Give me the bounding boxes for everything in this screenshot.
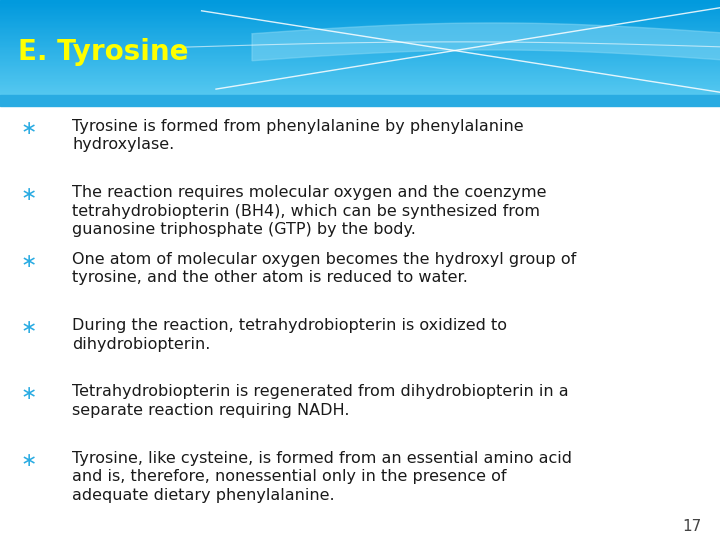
Bar [0,87,720,89]
Text: Tyrosine is formed from phenylalanine by phenylalanine
hydroxylase.: Tyrosine is formed from phenylalanine by… [72,119,523,152]
Bar [0,21,720,23]
Text: ∗: ∗ [21,384,37,403]
Bar [0,50,720,51]
Text: During the reaction, tetrahydrobiopterin is oxidized to
dihydrobiopterin.: During the reaction, tetrahydrobiopterin… [72,318,507,352]
Bar [0,18,720,19]
Bar [0,78,720,79]
Text: ∗: ∗ [21,185,37,204]
Bar [0,33,720,34]
Bar [0,26,720,27]
Text: Tyrosine, like cysteine, is formed from an essential amino acid
and is, therefor: Tyrosine, like cysteine, is formed from … [72,451,572,503]
Bar [0,4,720,5]
Text: Tetrahydrobiopterin is regenerated from dihydrobiopterin in a
separate reaction : Tetrahydrobiopterin is regenerated from … [72,384,569,418]
Bar [0,42,720,43]
Bar [0,63,720,64]
Text: The reaction requires molecular oxygen and the coenzyme
tetrahydrobiopterin (BH4: The reaction requires molecular oxygen a… [72,185,546,238]
Bar [0,10,720,11]
Bar [0,19,720,20]
Bar [0,12,720,13]
Text: ∗: ∗ [21,252,37,271]
Bar [0,14,720,15]
Bar [0,24,720,25]
Bar [0,46,720,47]
Bar [0,86,720,87]
Bar [0,55,720,56]
Bar [0,94,720,106]
Bar [0,28,720,30]
Bar [0,69,720,70]
Polygon shape [252,23,720,60]
Bar [0,52,720,53]
Bar [0,70,720,71]
Text: ∗: ∗ [21,318,37,337]
Text: ∗: ∗ [21,451,37,470]
Bar [0,84,720,85]
Bar [0,36,720,37]
Bar [0,31,720,32]
Bar [0,25,720,26]
Bar [0,93,720,94]
Bar [0,6,720,7]
Bar [0,17,720,18]
Bar [0,79,720,80]
Bar [0,30,720,31]
Bar [0,91,720,92]
Bar [0,45,720,46]
Bar [0,15,720,17]
Bar [0,1,720,2]
Bar [0,2,720,4]
Bar [0,59,720,60]
Bar [0,77,720,78]
Bar [0,8,720,10]
Bar [0,64,720,65]
Bar [0,7,720,8]
Bar [0,83,720,84]
Bar [0,49,720,50]
Bar [0,71,720,72]
Bar [0,56,720,57]
Bar [0,82,720,83]
Bar [0,39,720,40]
Bar [0,43,720,44]
Bar [0,11,720,12]
Bar [0,57,720,58]
Bar [0,72,720,73]
Bar [0,38,720,39]
Bar [0,90,720,91]
Bar [0,58,720,59]
Bar [0,13,720,14]
Bar [0,5,720,6]
Bar [0,34,720,36]
Bar [0,75,720,76]
Bar [0,85,720,86]
Bar [0,40,720,42]
Bar [0,20,720,21]
Bar [0,37,720,38]
Bar [0,80,720,82]
Bar [0,65,720,66]
Bar [0,32,720,33]
Bar [0,48,720,49]
Bar [0,62,720,63]
Text: 17: 17 [683,518,702,534]
Bar [0,51,720,52]
Bar [0,27,720,29]
Bar [0,68,720,69]
Bar [0,66,720,68]
Bar [0,73,720,75]
Bar [0,92,720,93]
Bar [0,0,720,1]
Text: E. Tyrosine: E. Tyrosine [18,38,189,66]
Text: ∗: ∗ [21,119,37,138]
Bar [0,44,720,45]
Bar [0,23,720,24]
Bar [0,89,720,90]
Bar [0,60,720,62]
Bar [0,53,720,55]
Text: One atom of molecular oxygen becomes the hydroxyl group of
tyrosine, and the oth: One atom of molecular oxygen becomes the… [72,252,576,285]
Bar [0,76,720,77]
